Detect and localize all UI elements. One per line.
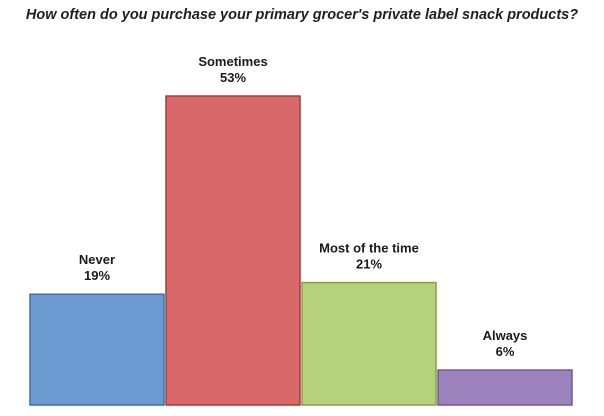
bars-layer: [29, 95, 573, 406]
value-label-sometimes: 53%: [220, 70, 246, 85]
category-label-never: Never: [79, 252, 115, 267]
bar-never: [29, 293, 165, 406]
value-label-always: 6%: [496, 344, 515, 359]
value-label-most-of-the-time: 21%: [356, 257, 382, 272]
value-label-never: 19%: [84, 268, 110, 283]
bar-most-of-the-time: [301, 281, 437, 406]
bar-always: [437, 369, 573, 406]
bar-sometimes: [165, 95, 301, 406]
category-label-sometimes: Sometimes: [198, 54, 267, 69]
category-label-most-of-the-time: Most of the time: [319, 241, 419, 256]
category-label-always: Always: [483, 328, 528, 343]
chart-title: How often do you purchase your primary g…: [25, 7, 579, 23]
